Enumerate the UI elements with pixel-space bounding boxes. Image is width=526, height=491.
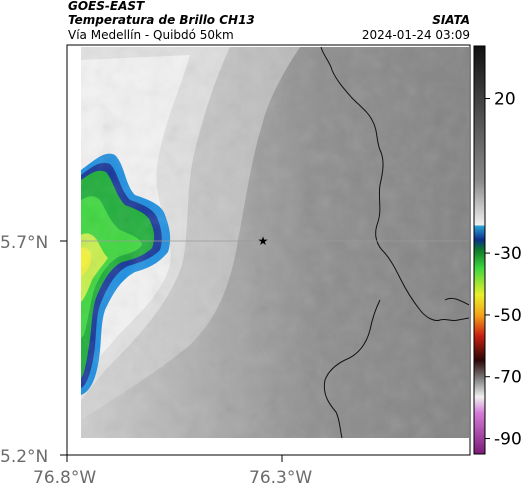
colorbar-tick-label: -70: [494, 368, 522, 388]
lon-tick-label: 76.8°W: [33, 468, 96, 488]
satellite-name: GOES-EAST: [68, 0, 145, 13]
organization-label: SIATA: [432, 13, 470, 27]
brightness-temperature-image: [81, 47, 469, 438]
product-title: Temperatura de Brillo CH13: [68, 13, 255, 27]
region-subtitle: Vía Medellín - Quibdó 50km: [68, 28, 234, 42]
department-border-south: [323, 299, 381, 438]
department-border: [320, 47, 469, 322]
lon-tick-label: 76.3°W: [249, 468, 312, 488]
lat-tick-label: 5.2°N: [0, 447, 48, 467]
colorbar-tick-label: -50: [494, 306, 522, 326]
colorbar-tick-label: -90: [494, 430, 522, 450]
timestamp-label: 2024-01-24 03:09: [361, 28, 470, 42]
lat-tick-label: 5.7°N: [0, 233, 48, 253]
colorbar-tick-label: 20: [494, 90, 516, 110]
colorbar-tick-label: -30: [494, 244, 522, 264]
colorbar-bar: [473, 45, 486, 455]
location-star-icon: ★: [258, 234, 269, 248]
